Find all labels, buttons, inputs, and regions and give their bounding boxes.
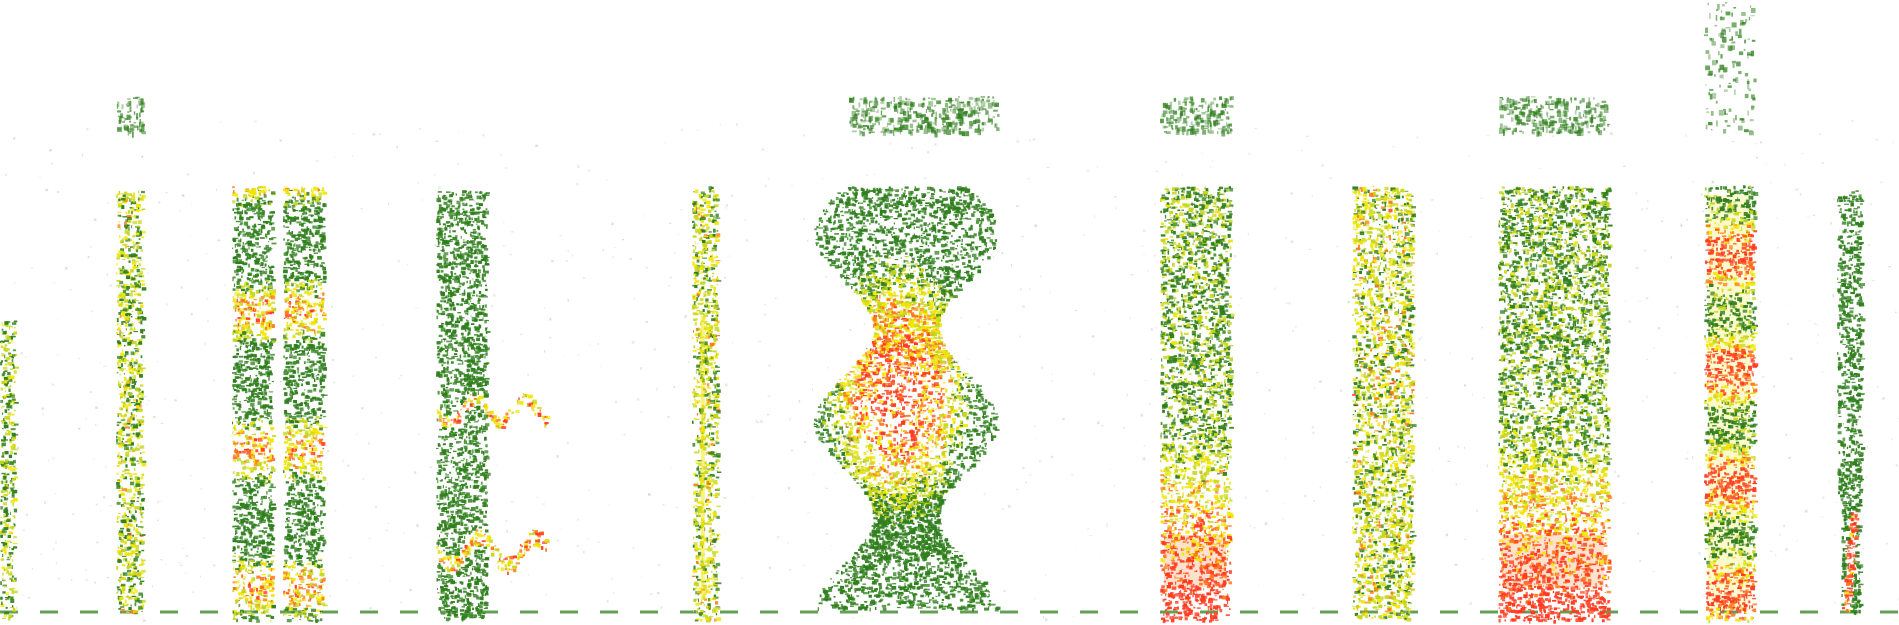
spectrogram-segment xyxy=(1837,190,1866,615)
upper-band xyxy=(1499,96,1610,137)
segment-body xyxy=(436,190,550,621)
upper-band xyxy=(849,96,1000,137)
segment-body xyxy=(1704,185,1758,623)
segment-body xyxy=(232,186,277,623)
spectrogram-segment xyxy=(0,321,19,621)
spectrogram-segment xyxy=(692,186,721,622)
segment-body xyxy=(116,191,146,615)
spectrogram-segment xyxy=(283,187,328,623)
spectrogram-segment xyxy=(1498,96,1613,624)
segment-body xyxy=(283,187,328,623)
segment-body xyxy=(692,186,721,622)
spectrogram-segment xyxy=(1704,2,1758,623)
upper-band xyxy=(1704,2,1757,135)
segment-body xyxy=(814,186,1001,612)
upper-band xyxy=(1160,96,1234,136)
segment-body xyxy=(1352,186,1417,621)
segment-body xyxy=(0,321,19,621)
spectrogram-segment xyxy=(436,190,550,621)
upper-band xyxy=(117,97,146,138)
spectrogram-segment xyxy=(814,96,1001,612)
spectrogram-segment xyxy=(232,186,277,623)
segment-body xyxy=(1160,186,1235,623)
spectrogram-segment xyxy=(116,97,146,615)
spectrogram-segment xyxy=(1160,96,1235,623)
spectrogram-segment xyxy=(1352,186,1417,621)
segment-body xyxy=(1498,186,1613,624)
segment-body xyxy=(1837,190,1866,615)
